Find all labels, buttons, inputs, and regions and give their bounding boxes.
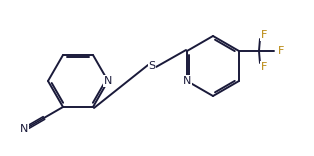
Text: F: F [278,46,284,56]
Text: N: N [183,76,191,86]
Text: N: N [104,76,112,86]
Text: N: N [19,124,28,134]
Text: S: S [149,61,155,71]
Text: F: F [261,62,267,72]
Text: F: F [261,30,267,40]
